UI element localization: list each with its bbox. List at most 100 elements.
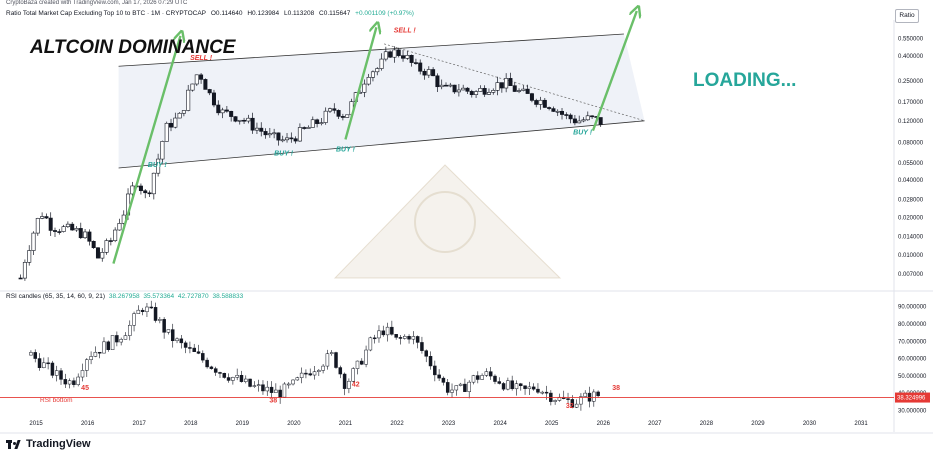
- price-candle-body: [289, 137, 294, 140]
- rsi-candle-body: [385, 326, 390, 336]
- tradingview-logo-icon: [6, 439, 22, 449]
- price-candle-body: [52, 230, 57, 232]
- axes: 0.550000 0.400000 0.250000 0.170000 0.120000…: [29, 37, 930, 427]
- price-candle-body: [169, 122, 174, 128]
- price-candle-body: [495, 82, 500, 91]
- price-candle-body: [375, 68, 380, 73]
- rsi-candle-body: [433, 365, 437, 376]
- watermark: [333, 164, 562, 279]
- price-candle-body: [40, 216, 45, 219]
- rsi-candle-body: [377, 330, 381, 339]
- time-tick-label: 2016: [81, 421, 95, 427]
- rsi-candle-body: [372, 337, 377, 340]
- price-candle-body: [405, 55, 410, 59]
- legend-close: C0.115647: [319, 10, 351, 17]
- price-candle-body: [220, 109, 225, 114]
- rsi-candle-body: [93, 351, 98, 357]
- price-candle-body: [534, 100, 539, 105]
- rsi-candle-body: [244, 378, 248, 382]
- rsi-candle-body: [360, 360, 364, 365]
- rsi-candle-body: [188, 347, 192, 349]
- rsi-candle-body: [149, 306, 153, 309]
- price-candle-body: [383, 51, 388, 60]
- rsi-candle-body: [527, 386, 532, 389]
- price-candle-body: [422, 70, 427, 76]
- price-candle-body: [87, 231, 92, 242]
- rsi-candle-body: [119, 339, 123, 343]
- price-candle-body: [482, 88, 487, 95]
- time-tick-label: 2017: [133, 421, 147, 427]
- rsi-candle-body: [269, 386, 274, 393]
- price-candle-body: [521, 88, 526, 91]
- price-tick-label: 0.120000: [898, 119, 924, 125]
- rsi-candle-body: [441, 377, 446, 383]
- price-tick-label: 0.028000: [898, 197, 924, 203]
- rsi-title[interactable]: RSI candles (65, 35, 14, 60, 9, 21): [6, 293, 106, 300]
- rsi-candle-body: [415, 336, 420, 343]
- rsi-candle-body: [85, 359, 89, 371]
- rsi-candle-body: [248, 378, 252, 387]
- price-candle-body: [65, 223, 70, 227]
- price-candle-body: [461, 87, 466, 91]
- rsi-candle-body: [536, 388, 540, 393]
- rsi-candle-body: [574, 403, 579, 408]
- rsi-candles: [0, 300, 894, 411]
- price-candle-body: [452, 84, 457, 93]
- rsi-candle-body: [553, 400, 557, 402]
- rsi-candle-body: [458, 383, 463, 386]
- rsi-candle-body: [128, 325, 132, 336]
- price-candle-body: [512, 85, 517, 92]
- price-candle-body: [143, 190, 148, 194]
- price-candle-body: [426, 69, 431, 76]
- price-candle-body: [388, 51, 393, 58]
- ratio-scale-button[interactable]: Ratio: [895, 9, 919, 23]
- rsi-candle-body: [454, 385, 459, 391]
- time-tick-label: 2030: [803, 421, 817, 427]
- price-candle-body: [443, 84, 448, 87]
- watermark-coin-icon: [414, 191, 476, 253]
- price-candle-body: [551, 108, 556, 112]
- rsi-candle-body: [239, 374, 244, 382]
- rsi-candle-body: [420, 342, 424, 351]
- price-candle-body: [499, 82, 504, 89]
- time-tick-label: 2019: [236, 421, 250, 427]
- time-tick-label: 2031: [854, 421, 868, 427]
- price-candle-body: [306, 127, 311, 129]
- rsi-candle-body: [467, 381, 471, 392]
- price-candle-body: [508, 78, 513, 86]
- rsi-candle-body: [205, 359, 209, 368]
- rsi-candle-body: [510, 380, 514, 390]
- price-candle-body: [74, 228, 79, 231]
- rsi-candle-body: [531, 386, 536, 390]
- rsi-candle-body: [179, 338, 184, 344]
- rsi-candle-body: [321, 365, 325, 371]
- price-candle-body: [272, 132, 277, 135]
- time-tick-label: 2018: [184, 421, 198, 427]
- rsi-tick-label: 60.000000: [898, 357, 927, 363]
- rsi-candle-body: [592, 391, 596, 402]
- price-candle-body: [413, 62, 418, 64]
- rsi-candle-body: [437, 374, 441, 379]
- price-candle-body: [104, 240, 109, 253]
- price-candle-body: [138, 185, 143, 192]
- price-tick-label: 0.007000: [898, 272, 924, 278]
- price-candle-body: [310, 119, 315, 128]
- rsi-candle-body: [282, 383, 287, 398]
- time-tick-label: 2026: [597, 421, 611, 427]
- price-channel: [118, 33, 645, 169]
- price-candle-body: [186, 89, 191, 111]
- rsi-candle-body: [226, 377, 231, 381]
- rsi-legend-value: 38.267958: [108, 293, 140, 300]
- price-tick-label: 0.010000: [898, 253, 924, 259]
- tradingview-logo[interactable]: TradingView: [6, 438, 91, 450]
- rsi-candle-body: [407, 336, 411, 340]
- rsi-tick-label: 70.000000: [898, 339, 927, 345]
- rsi-tick-label: 90.000000: [898, 305, 927, 311]
- price-candle-body: [538, 99, 543, 105]
- price-candle-body: [504, 78, 509, 89]
- symbol-title[interactable]: Ratio Total Market Cap Excluding Top 10 …: [6, 10, 207, 17]
- rsi-candle-body: [329, 352, 334, 354]
- rsi-candle-body: [424, 350, 428, 357]
- price-candle-body: [409, 55, 414, 63]
